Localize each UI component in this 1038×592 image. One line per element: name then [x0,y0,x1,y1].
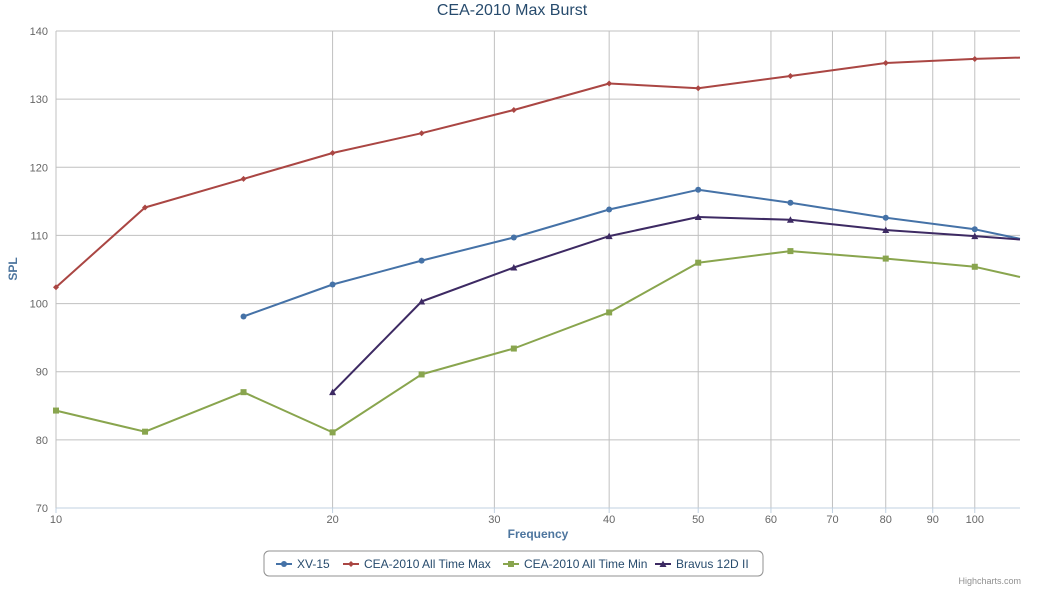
data-point[interactable] [510,107,517,114]
series-1 [53,55,1021,291]
data-point[interactable] [971,226,978,233]
data-point[interactable] [510,234,517,241]
y-tick-label: 120 [30,162,48,174]
legend-marker[interactable] [659,560,667,568]
data-point[interactable] [787,248,794,255]
data-point[interactable] [606,80,613,87]
data-point[interactable] [329,281,336,288]
y-tick-label: 80 [36,435,48,447]
data-point[interactable] [418,257,425,264]
legend-label: CEA-2010 All Time Max [364,557,491,571]
series-line[interactable] [55,56,1021,288]
data-point[interactable] [606,206,613,213]
x-tick-label: 10 [50,514,62,526]
data-point[interactable] [418,130,425,137]
data-point[interactable] [53,407,59,414]
data-point[interactable] [510,263,518,271]
data-point[interactable] [882,60,889,67]
x-tick-label: 80 [880,514,892,526]
x-tick-label: 50 [692,514,704,526]
x-axis-ticks: 10 20 30 40 50 60 70 80 90 100 [50,508,984,526]
legend-marker[interactable] [281,561,287,567]
x-tick-label: 100 [966,514,984,526]
data-point[interactable] [142,204,149,211]
legend-item[interactable]: XV-15 [276,557,330,571]
data-point[interactable] [329,429,336,436]
x-tick-label: 40 [603,514,615,526]
series-2 [53,248,1021,436]
data-point[interactable] [787,199,794,206]
legend-label: CEA-2010 All Time Min [524,557,647,571]
series-line[interactable] [55,250,1021,434]
data-point[interactable] [510,345,517,352]
y-tick-label: 130 [30,94,48,106]
data-point[interactable] [882,226,890,233]
x-axis-title: Frequency [508,527,569,541]
y-axis-title: SPL [6,257,20,280]
data-point[interactable] [695,85,702,92]
legend-item[interactable]: CEA-2010 All Time Min [503,557,647,571]
x-tick-label: 20 [326,514,338,526]
legend-marker[interactable] [508,561,514,567]
data-point[interactable] [240,175,247,182]
series-line[interactable] [243,188,1021,318]
data-point[interactable] [240,389,247,396]
vertical-grid [55,31,976,508]
x-tick-label: 60 [765,514,777,526]
legend-item[interactable]: Bravus 12D II [655,557,749,571]
data-point[interactable] [418,298,426,305]
data-point[interactable] [971,263,978,270]
chart-title: CEA-2010 Max Burst [437,2,588,19]
x-tick-label: 70 [826,514,838,526]
data-point[interactable] [418,371,425,378]
data-point[interactable] [882,214,889,221]
data-point[interactable] [971,55,978,62]
data-point[interactable] [142,428,149,435]
data-point[interactable] [329,149,336,156]
series-3 [329,213,1021,396]
data-point[interactable] [605,232,613,240]
data-point[interactable] [786,216,794,223]
data-point[interactable] [882,255,889,262]
legend-label: XV-15 [297,557,330,571]
series-0 [240,186,1021,320]
x-tick-label: 30 [488,514,500,526]
y-tick-label: 110 [30,230,48,242]
legend-label: Bravus 12D II [676,557,749,571]
y-tick-label: 90 [36,367,48,379]
data-point[interactable] [694,213,702,221]
data-point[interactable] [240,313,247,320]
y-tick-label: 70 [36,503,48,515]
data-point[interactable] [971,232,979,240]
data-point[interactable] [787,72,794,79]
x-tick-label: 90 [927,514,939,526]
series-layer [53,55,1021,436]
data-point[interactable] [606,309,613,316]
y-tick-label: 140 [30,26,48,38]
series-line[interactable] [331,216,1021,393]
legend-marker[interactable] [348,561,354,567]
data-point[interactable] [329,388,337,396]
credits-link[interactable]: Highcharts.com [958,576,1021,586]
y-tick-label: 100 [30,299,48,311]
data-point[interactable] [53,284,59,291]
data-point[interactable] [695,186,702,193]
y-axis-ticks: 70 80 90 100 110 120 130 140 [30,26,48,515]
data-point[interactable] [695,259,702,266]
legend: XV-15 CEA-2010 All Time Max CEA-2010 All T… [263,550,764,577]
legend-item[interactable]: CEA-2010 All Time Max [343,557,491,571]
